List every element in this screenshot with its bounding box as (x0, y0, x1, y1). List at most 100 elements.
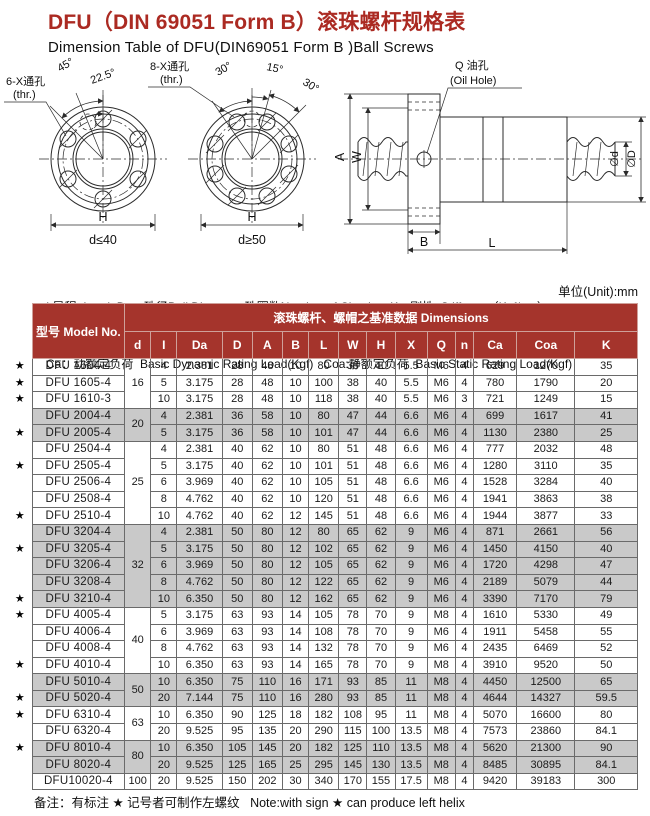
dim-A: 93 (251, 656, 283, 675)
model-number: DFU 4008-4 (31, 640, 126, 658)
dim-W: 38 (338, 374, 368, 393)
dim-X: 9 (394, 573, 428, 592)
dim-D: 50 (221, 540, 253, 559)
dim-A: 48 (251, 374, 283, 393)
dim-Coa: 3284 (516, 474, 576, 492)
flange-8hole-drawing: 30° 15° 30° 8-X通孔 (thr.) H d≥50 (148, 60, 321, 247)
dim-W: 115 (338, 723, 368, 741)
table-row: ★ DFU 8010-4 80 10 6.350 105 145 20 182 125 110 13.… (8, 739, 638, 774)
dim-d-big-label: ∅D (626, 150, 638, 168)
dim-D: 105 (221, 739, 253, 758)
table-row: DFU 2506-4 6 3.969 40 62 10 105 51 48 6.6 M6 4 1528 3… (8, 474, 638, 492)
star-cell-empty (8, 474, 33, 492)
left-helix-star: ★ (8, 607, 33, 624)
dim-Q: M6 (426, 490, 456, 509)
dim-Da: 2.381 (176, 407, 223, 426)
table-row: DFU 6320-4 20 9.525 95 135 20 290 115 100 13.5 M8 4… (8, 723, 638, 741)
dim-D: 63 (221, 623, 253, 642)
table-row: ★ DFU 1604-4 16 4 2.381 28 48 10 80 38 40 5.5 M6 4 629… (8, 358, 638, 409)
model-number: DFU 4005-4 (31, 606, 126, 625)
column-header-Da: Da (176, 331, 223, 359)
dim-Da: 4.762 (176, 640, 223, 658)
dim-Q: M6 (426, 640, 456, 658)
dim-h-label: H (247, 210, 256, 224)
dim-Coa: 4150 (516, 540, 576, 559)
dim-Q: M6 (426, 457, 456, 476)
dim-Da: 6.350 (176, 656, 223, 675)
dim-W: 78 (338, 623, 368, 642)
dim-I: 10 (150, 391, 178, 409)
dim-B: 12 (281, 523, 310, 542)
dim-A: 93 (251, 623, 283, 642)
dim-K: 41 (574, 407, 638, 426)
dim-n: 4 (454, 358, 474, 376)
dim-n: 4 (454, 440, 474, 459)
dim-Ca: 9420 (472, 772, 518, 791)
dim-H: 62 (366, 590, 396, 608)
dim-D: 28 (221, 374, 253, 393)
column-header-X: X (394, 331, 428, 359)
dim-A: 58 (251, 407, 283, 426)
left-helix-star: ★ (8, 358, 33, 376)
dim-K: 52 (574, 640, 638, 658)
dim-Q: M8 (426, 656, 456, 675)
dim-B: 12 (281, 557, 310, 575)
dim-n: 4 (454, 474, 474, 492)
star-cell-empty (8, 524, 33, 542)
dim-n: 4 (454, 640, 474, 658)
dim-H: 62 (366, 523, 396, 542)
model-number: DFU 5010-4 (31, 673, 126, 691)
dim-K: 48 (574, 440, 638, 459)
left-helix-star: ★ (8, 458, 33, 475)
dim-n: 4 (454, 457, 474, 476)
nominal-diameter: 80 (124, 739, 152, 774)
dim-n: 4 (454, 689, 474, 708)
dim-Da: 3.175 (176, 424, 223, 442)
dim-W: 108 (338, 706, 368, 725)
oil-hole-label-en: (Oil Hole) (450, 75, 496, 87)
dim-A: 80 (251, 523, 283, 542)
dim-X: 9 (394, 557, 428, 575)
nominal-diameter: 25 (124, 440, 152, 525)
dim-n: 4 (454, 407, 474, 426)
table-row: ★ DFU 3205-4 5 3.175 50 80 12 102 65 62 9 M6 4 1450 41… (8, 540, 638, 559)
dimensions-group-header: 滚珠螺杆、螺帽之基准数据 Dimensions (124, 303, 638, 332)
angle-15-label: 15° (265, 61, 284, 76)
column-header-Q: Q (426, 331, 456, 359)
dim-Q: M8 (426, 756, 456, 774)
dim-n: 4 (454, 606, 474, 625)
table-row: ★ DFU 2505-4 5 3.175 40 62 10 101 51 48 6.6 M6 4 1280… (8, 457, 638, 476)
dim-Q: M8 (426, 673, 456, 691)
dim-Q: M6 (426, 358, 456, 376)
dim-Ca: 5070 (472, 706, 518, 725)
dim-K: 80 (574, 706, 638, 725)
dim-A: 165 (251, 756, 283, 774)
dim-K: 44 (574, 573, 638, 592)
dim-H: 95 (366, 706, 396, 725)
model-number: DFU 2508-4 (31, 490, 126, 509)
dim-L: 290 (308, 723, 340, 741)
dim-L: 182 (308, 706, 340, 725)
column-header-L: L (308, 331, 340, 359)
dim-Q: M6 (426, 440, 456, 459)
screw-thread-right (566, 137, 616, 181)
dim-X: 6.6 (394, 407, 428, 426)
dim-I: 20 (150, 756, 178, 774)
dim-Ca: 1720 (472, 557, 518, 575)
dim-Coa: 16600 (516, 706, 576, 725)
dim-d-range-label: d≤40 (89, 233, 117, 247)
dim-L: 280 (308, 689, 340, 708)
dim-Ca: 777 (472, 440, 518, 459)
table-row: DFU 8020-4 20 9.525 125 165 25 295 145 130 13.5 M8… (8, 756, 638, 774)
dim-A: 93 (251, 606, 283, 625)
model-number: DFU 2004-4 (31, 407, 126, 426)
dim-Ca: 4644 (472, 689, 518, 708)
model-number: DFU 6320-4 (31, 723, 126, 741)
dim-X: 11 (394, 689, 428, 708)
dim-D: 75 (221, 673, 253, 691)
dim-B: 14 (281, 640, 310, 658)
dim-L: 105 (308, 606, 340, 625)
